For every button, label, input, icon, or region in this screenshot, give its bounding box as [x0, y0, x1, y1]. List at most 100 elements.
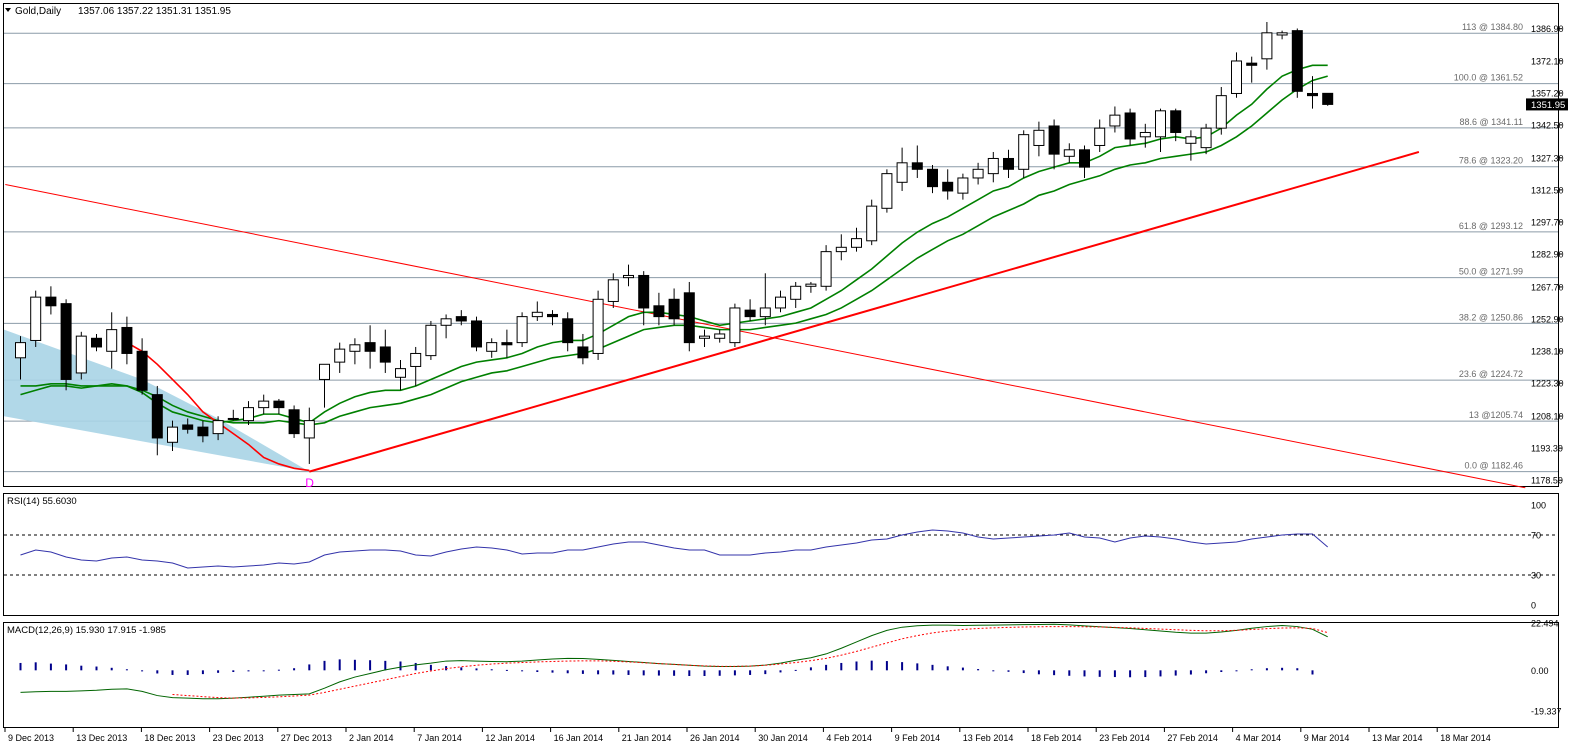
fib-level-label: 88.6 @ 1341.11: [1459, 117, 1523, 127]
price-axis-label: 1178.50: [1531, 476, 1563, 486]
macd-histogram-bar: [1205, 670, 1208, 674]
candle: [987, 151, 999, 183]
candle-body: [455, 316, 467, 322]
candle: [1261, 21, 1273, 70]
macd-histogram-bar: [885, 661, 888, 671]
candle: [471, 316, 482, 352]
macd-histogram-bar: [505, 669, 508, 671]
candle-body: [547, 313, 558, 318]
candle-body: [896, 162, 908, 183]
macd-histogram-bar: [703, 670, 706, 677]
candle-body: [531, 311, 543, 318]
macd-histogram-bar: [566, 670, 569, 674]
macd-signal-line: [172, 626, 1328, 699]
macd-histogram-bar: [34, 662, 37, 671]
candle: [75, 331, 87, 380]
candle-body: [60, 303, 72, 380]
candle-body: [562, 318, 574, 344]
candle-body: [303, 420, 315, 439]
candle: [866, 199, 878, 246]
macd-histogram-bar: [1144, 670, 1147, 678]
macd-histogram-bar: [414, 662, 417, 671]
price-axis-label: 1312.50: [1531, 185, 1564, 195]
fib-level-label: 23.6 @ 1224.72: [1459, 369, 1523, 379]
macd-histogram-bar: [384, 660, 387, 671]
candle-body: [1124, 112, 1136, 140]
macd-histogram-bar: [95, 666, 98, 671]
macd-histogram-bar: [946, 666, 949, 671]
candle-body: [1063, 149, 1075, 157]
macd-histogram-bar: [80, 665, 83, 671]
candle: [334, 342, 346, 373]
macd-histogram-bar: [1068, 670, 1071, 676]
date-axis-label: 21 Jan 2014: [622, 733, 672, 743]
macd-histogram-bar: [1083, 670, 1086, 677]
candles: [15, 21, 1334, 464]
candle: [440, 314, 452, 339]
candle: [379, 329, 391, 373]
candle: [972, 162, 984, 185]
candle-body: [790, 285, 802, 300]
candle: [592, 290, 604, 360]
chart-ohlc: 1357.06 1357.22 1351.31 1351.95: [78, 6, 231, 17]
candle: [30, 290, 42, 347]
candle: [805, 281, 817, 293]
macd-histogram-bar: [855, 661, 858, 671]
candle: [851, 227, 862, 252]
candle: [15, 336, 26, 380]
candle-body: [1261, 32, 1273, 60]
candle-body: [866, 205, 878, 242]
candle: [1094, 119, 1106, 152]
collapse-triangle-icon[interactable]: [5, 8, 11, 12]
date-axis: 9 Dec 2013 13 Dec 2013 18 Dec 2013 23 Dec 2…: [4, 728, 1491, 743]
candle-body: [501, 342, 513, 346]
candle-body: [91, 337, 102, 348]
macd-histogram-bar: [1281, 667, 1284, 671]
macd-histogram-bar: [201, 670, 204, 675]
candle: [1018, 130, 1030, 178]
macd-histogram-bar: [277, 669, 280, 671]
macd-histogram-bar: [141, 670, 144, 672]
macd-histogram-bar: [764, 670, 767, 675]
candle: [562, 312, 574, 352]
date-axis-label: 4 Feb 2014: [826, 733, 872, 743]
date-axis-label: 2 Jan 2014: [349, 733, 394, 743]
rsi-label: RSI(14) 55.6030: [7, 496, 77, 507]
macd-histogram-bar: [399, 661, 402, 671]
macd-histogram-bar: [49, 663, 52, 671]
macd-histogram-bar: [186, 670, 189, 675]
macd-axis-label: 22.494: [1531, 619, 1559, 629]
rsi-panel: 100 70 30 0: [4, 501, 1558, 611]
macd-histogram-bar: [870, 660, 873, 671]
candle: [243, 401, 254, 425]
macd-axis-label: 0.00: [1531, 666, 1549, 676]
candle-body: [334, 348, 346, 363]
candle: [896, 147, 908, 191]
candle: [1231, 52, 1242, 98]
date-axis-label: 23 Dec 2013: [213, 733, 264, 743]
date-axis-label: 16 Jan 2014: [554, 733, 604, 743]
macd-histogram-bar: [840, 662, 843, 671]
candle: [653, 292, 665, 326]
price-axis-label: 1357.20: [1531, 89, 1564, 99]
candle: [714, 329, 726, 343]
candle: [1307, 76, 1318, 109]
candle-body: [15, 342, 26, 359]
macd-histogram-bar: [825, 664, 828, 671]
candle: [410, 346, 422, 386]
date-axis-label: 18 Feb 2014: [1031, 733, 1082, 743]
macd-histogram-bar: [916, 663, 919, 671]
candle: [1109, 106, 1121, 133]
price-axis-label: 1386.90: [1531, 24, 1564, 34]
date-axis-label: 9 Feb 2014: [895, 733, 941, 743]
macd-histogram-bar: [1311, 670, 1314, 675]
candle-body: [395, 368, 406, 378]
candle: [258, 394, 270, 415]
candle: [516, 312, 528, 347]
candle-body: [1291, 30, 1303, 92]
candle: [212, 416, 224, 441]
candle: [668, 288, 680, 326]
candle: [303, 407, 315, 464]
candle-body: [927, 168, 938, 188]
candle: [486, 338, 498, 358]
